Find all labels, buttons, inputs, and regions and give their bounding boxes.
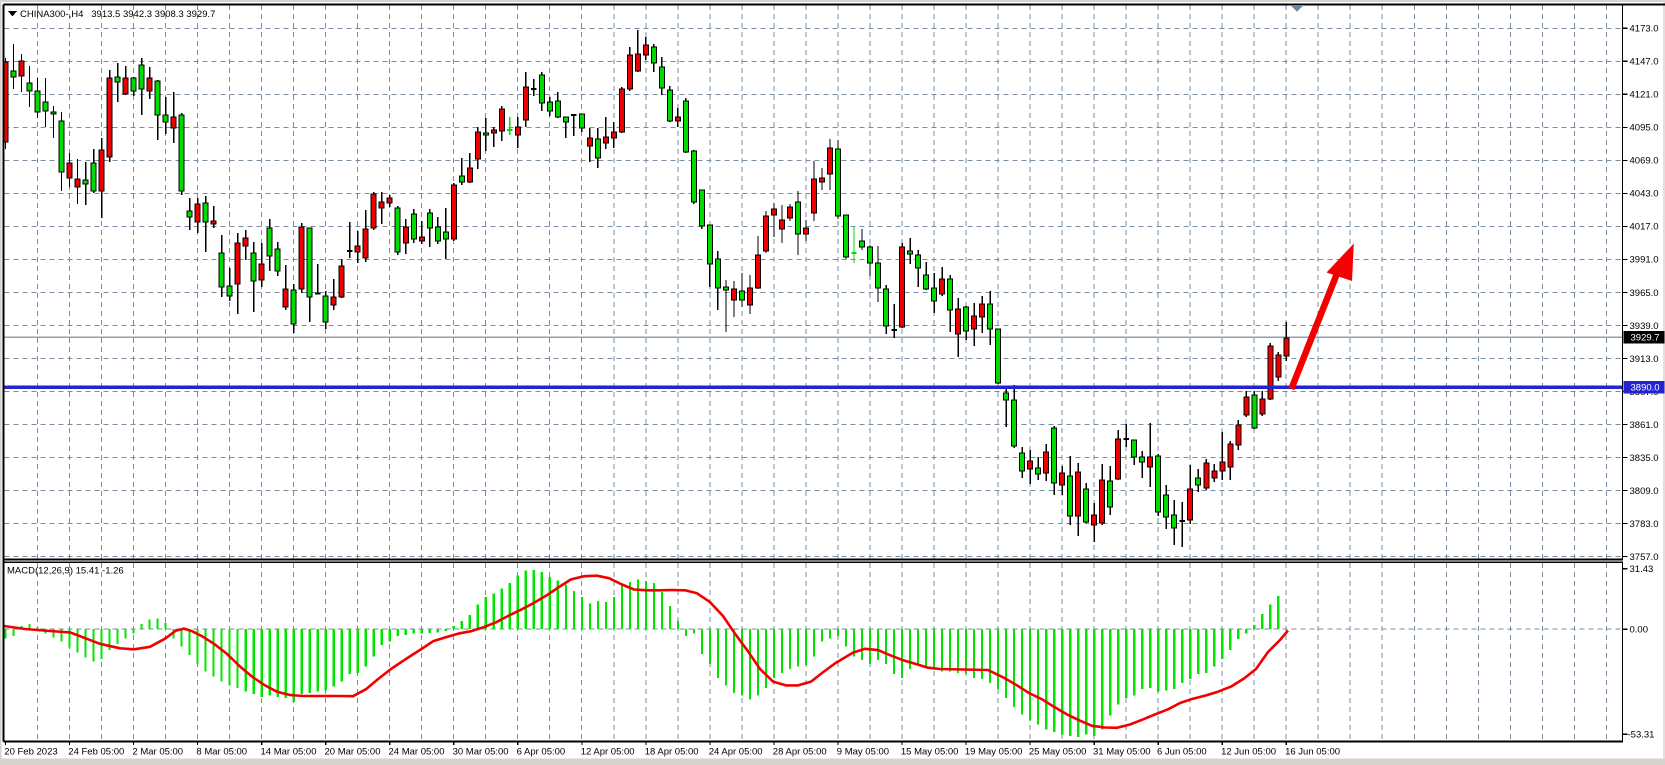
svg-text:3965.0: 3965.0 xyxy=(1630,288,1659,299)
svg-text:0.00: 0.00 xyxy=(1630,625,1649,636)
svg-text:4017.0: 4017.0 xyxy=(1630,222,1659,233)
svg-text:20 Mar 05:00: 20 Mar 05:00 xyxy=(325,747,381,758)
svg-text:24 Mar 05:00: 24 Mar 05:00 xyxy=(389,747,445,758)
svg-text:24 Feb 05:00: 24 Feb 05:00 xyxy=(68,747,124,758)
svg-text:4147.0: 4147.0 xyxy=(1630,57,1659,68)
svg-text:30 Mar 05:00: 30 Mar 05:00 xyxy=(453,747,509,758)
svg-text:4173.0: 4173.0 xyxy=(1630,24,1659,35)
svg-text:16 Jun 05:00: 16 Jun 05:00 xyxy=(1285,747,1340,758)
svg-text:3939.0: 3939.0 xyxy=(1630,321,1659,332)
svg-text:3913.0: 3913.0 xyxy=(1630,354,1659,365)
svg-text:4069.0: 4069.0 xyxy=(1630,156,1659,167)
svg-text:CHINA300-,H4 3913.5 3942.3 3: CHINA300-,H4 3913.5 3942.3 3908.3 3929.7 xyxy=(20,9,215,20)
svg-text:9 May 05:00: 9 May 05:00 xyxy=(837,747,889,758)
svg-text:3861.0: 3861.0 xyxy=(1630,420,1659,431)
svg-text:3991.0: 3991.0 xyxy=(1630,255,1659,266)
svg-text:3757.0: 3757.0 xyxy=(1630,552,1659,563)
svg-text:12 Apr 05:00: 12 Apr 05:00 xyxy=(581,747,635,758)
svg-text:3835.0: 3835.0 xyxy=(1630,453,1659,464)
svg-text:19 May 05:00: 19 May 05:00 xyxy=(965,747,1023,758)
svg-text:28 Apr 05:00: 28 Apr 05:00 xyxy=(773,747,827,758)
svg-text:20 Feb 2023: 20 Feb 2023 xyxy=(4,747,57,758)
svg-text:31.43: 31.43 xyxy=(1630,564,1654,575)
svg-text:6 Apr 05:00: 6 Apr 05:00 xyxy=(517,747,566,758)
svg-text:-53.31: -53.31 xyxy=(1628,730,1655,741)
svg-text:4095.0: 4095.0 xyxy=(1630,123,1659,134)
svg-text:3783.0: 3783.0 xyxy=(1630,519,1659,530)
svg-text:18 Apr 05:00: 18 Apr 05:00 xyxy=(645,747,699,758)
svg-text:6 Jun 05:00: 6 Jun 05:00 xyxy=(1157,747,1207,758)
svg-text:14 Mar 05:00: 14 Mar 05:00 xyxy=(261,747,317,758)
svg-text:8 Mar 05:00: 8 Mar 05:00 xyxy=(196,747,247,758)
svg-text:3929.7: 3929.7 xyxy=(1631,332,1660,343)
svg-text:MACD(12,26,9) 15.41 -1.26: MACD(12,26,9) 15.41 -1.26 xyxy=(7,566,124,577)
svg-text:31 May 05:00: 31 May 05:00 xyxy=(1093,747,1151,758)
svg-text:24 Apr 05:00: 24 Apr 05:00 xyxy=(709,747,763,758)
svg-text:3890.0: 3890.0 xyxy=(1631,383,1660,394)
svg-text:3809.0: 3809.0 xyxy=(1630,486,1659,497)
svg-text:12 Jun 05:00: 12 Jun 05:00 xyxy=(1221,747,1276,758)
svg-text:4043.0: 4043.0 xyxy=(1630,189,1659,200)
svg-text:4121.0: 4121.0 xyxy=(1630,90,1659,101)
svg-text:25 May 05:00: 25 May 05:00 xyxy=(1029,747,1087,758)
svg-text:2 Mar 05:00: 2 Mar 05:00 xyxy=(132,747,183,758)
svg-text:15 May 05:00: 15 May 05:00 xyxy=(901,747,959,758)
